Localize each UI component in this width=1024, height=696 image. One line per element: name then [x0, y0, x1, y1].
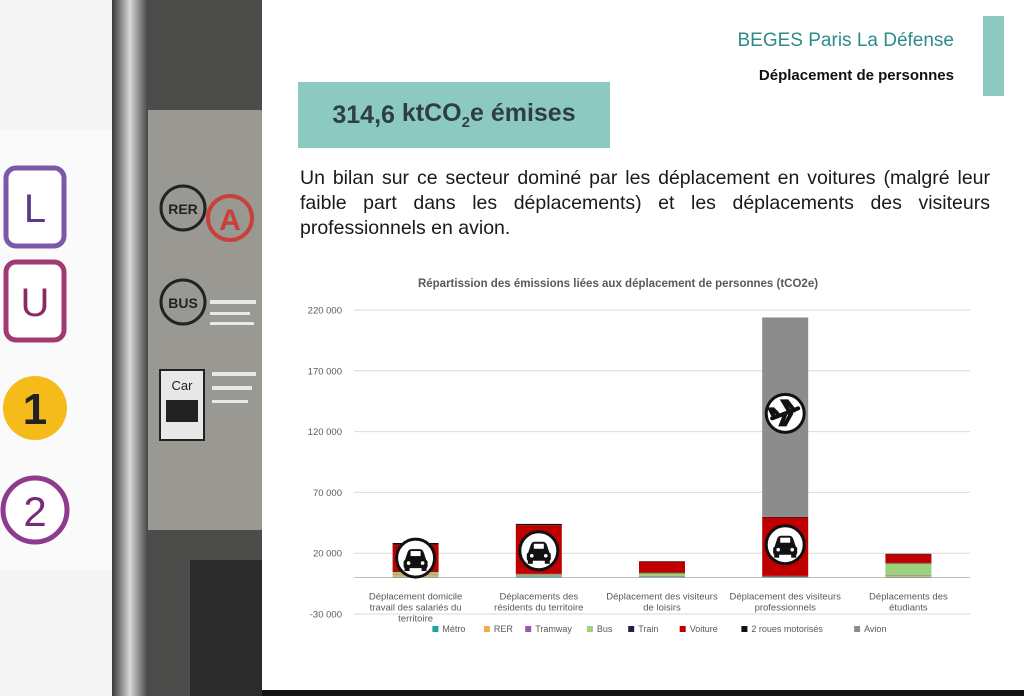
bar-segment-m-tro — [885, 576, 932, 578]
legend-item: Avion — [854, 624, 886, 634]
chart-title: Répartission des émissions liées aux dép… — [418, 278, 818, 290]
bar-segment-train — [885, 562, 932, 564]
legend-item: 2 roues motorisés — [741, 624, 823, 634]
sign-a: A — [206, 194, 254, 242]
bar-segment-m-tro — [762, 577, 809, 578]
x-category-label: étudiants — [889, 603, 928, 614]
y-tick-label: 220 000 — [308, 306, 342, 317]
bar-segment-tramway — [515, 575, 562, 576]
emissions-chart: Répartission des émissions liées aux dép… — [308, 278, 970, 634]
y-tick-label: 170 000 — [308, 366, 342, 377]
bar-segment-rer — [515, 575, 562, 577]
x-category-label: de loisirs — [643, 603, 681, 614]
legend-item: Voiture — [679, 624, 718, 634]
svg-text:Car: Car — [172, 378, 194, 393]
bottom-border — [262, 690, 1024, 696]
bar-segment-tramway — [762, 576, 809, 578]
legend-label: RER — [494, 624, 514, 634]
legend-swatch — [586, 626, 593, 632]
sign-l: L — [3, 165, 67, 249]
x-category-label: Déplacement domicile — [369, 592, 462, 603]
emissions-total-box: 314,6 ktCO2e émises — [298, 82, 610, 148]
legend-swatch — [628, 626, 635, 632]
legend-swatch — [525, 626, 532, 632]
bar-segment-2-roues-motoris-s — [515, 523, 562, 526]
plane-icon — [764, 392, 806, 434]
legend-swatch — [483, 626, 490, 632]
y-tick-label: 20 000 — [313, 549, 342, 560]
svg-text:L: L — [24, 187, 46, 231]
x-category-label: professionnels — [755, 603, 817, 614]
legend-item: RER — [483, 624, 514, 634]
bar-segment-tramway — [885, 575, 932, 576]
legend-swatch — [679, 626, 686, 632]
bar-segment-tramway — [639, 576, 685, 577]
emissions-unit: ktCO2e émises — [401, 99, 576, 131]
header-title: BEGES Paris La Défense — [737, 30, 955, 51]
bar-segment-bus — [885, 563, 932, 576]
legend-item: Bus — [586, 624, 613, 634]
bar-segment-m-tro — [639, 577, 685, 578]
legend-label: Voiture — [690, 624, 718, 634]
y-tick-label: -30 000 — [310, 610, 342, 621]
car-icon — [395, 537, 437, 579]
svg-text:A: A — [219, 204, 241, 237]
car-icon — [518, 530, 560, 572]
legend-item: Métro — [432, 624, 465, 634]
legend-label: Avion — [864, 624, 886, 634]
station-photo: L U 1 2 RER A BUS Car — [0, 0, 262, 696]
bar-segment-bus — [515, 573, 562, 576]
legend-label: Tramway — [535, 624, 572, 634]
sign-2: 2 — [0, 475, 70, 545]
sign-bus: BUS — [159, 278, 207, 326]
accent-bar — [983, 16, 1004, 96]
sign-1: 1 — [3, 376, 67, 440]
svg-text:RER: RER — [168, 201, 198, 217]
x-category-label: territoire — [398, 614, 433, 625]
bar-segment-train — [515, 573, 562, 575]
bar-segment-voiture — [885, 554, 932, 563]
bar-segment-bus — [639, 572, 685, 577]
legend-label: Métro — [442, 624, 465, 634]
legend-swatch — [432, 626, 439, 632]
x-category-label: résidents du territoire — [494, 603, 583, 614]
bar-segment-rer — [885, 575, 932, 577]
svg-text:2: 2 — [23, 488, 46, 535]
svg-text:1: 1 — [23, 385, 47, 434]
intro-text: Un bilan sur ce secteur dominé par les d… — [300, 167, 990, 239]
bar-segment-train — [639, 572, 685, 574]
svg-text:U: U — [21, 281, 50, 325]
sign-car: Car — [159, 369, 205, 441]
y-tick-label: 120 000 — [308, 427, 342, 438]
car-icon — [764, 524, 806, 566]
sign-rer: RER — [159, 184, 207, 232]
x-category-label: Déplacements des — [499, 592, 578, 603]
legend-swatch — [741, 626, 748, 632]
y-tick-label: 70 000 — [313, 488, 342, 499]
legend-label: Train — [638, 624, 658, 634]
x-category-label: Déplacement des visiteurs — [606, 592, 718, 603]
legend-label: 2 roues motorisés — [751, 624, 823, 634]
bar-segment-2-roues-motoris-s — [639, 561, 685, 562]
header-subtitle: Déplacement de personnes — [758, 67, 954, 84]
legend-swatch — [854, 626, 861, 632]
legend-label: Bus — [597, 624, 613, 634]
bar-segment-voiture — [639, 561, 685, 573]
bar-segment-m-tro — [515, 576, 562, 578]
bar-segment-2-roues-motoris-s — [762, 516, 809, 518]
sign-u: U — [3, 259, 67, 343]
emissions-value: 314,6 — [332, 100, 395, 129]
bar-segment-train — [762, 575, 809, 577]
x-category-label: Déplacements des — [869, 592, 948, 603]
x-category-label: Déplacement des visiteurs — [729, 592, 841, 603]
svg-text:BUS: BUS — [168, 295, 198, 311]
legend-item: Tramway — [525, 624, 572, 634]
legend-item: Train — [628, 624, 658, 634]
bar-segment-2-roues-motoris-s — [885, 553, 932, 555]
x-category-label: travail des salariés du — [370, 603, 462, 614]
